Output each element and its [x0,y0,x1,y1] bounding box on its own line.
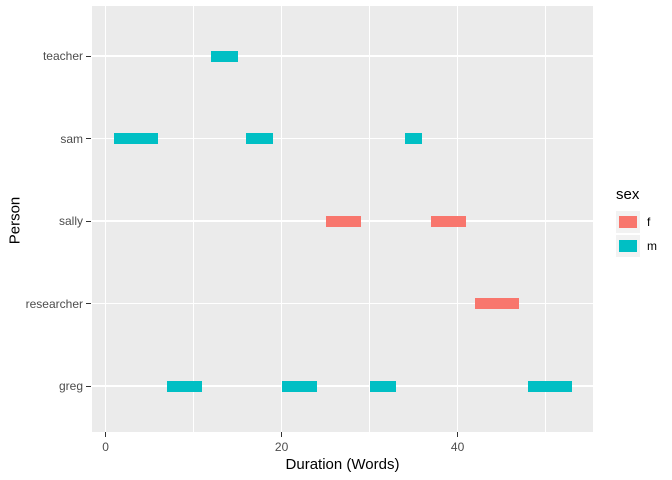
segment-bar [114,133,159,144]
segment-bar [369,380,396,392]
legend-swatch-f [619,216,637,228]
gridline-major-y [92,137,593,140]
y-tick-label: sally [58,214,83,228]
y-tick-label: researcher [25,296,83,311]
x-tick-mark [457,432,459,437]
legend-key-f [616,211,640,233]
gridline-major-y [92,55,593,57]
x-tick-label: 40 [450,440,465,454]
segment-bar [246,133,273,144]
gridline-major-x [104,6,107,432]
gridline-minor-x [193,6,195,432]
segment-bar [404,133,423,144]
x-tick-mark [281,432,283,437]
segment-bar [475,298,520,309]
legend-title: sex [616,186,640,203]
x-tick-label: 20 [274,440,289,454]
gridline-major-x [280,6,283,432]
plot-panel [92,6,593,432]
y-tick-mark [86,303,91,304]
legend-key-m [616,235,640,257]
gridline-minor-x [545,6,547,432]
y-tick-mark [86,385,91,387]
y-tick-mark [86,138,91,139]
x-tick-label: 0 [102,440,109,454]
legend: sex f m [616,186,657,257]
gridline-major-y [92,302,593,305]
segment-bar [325,215,361,227]
gridline-major-y [92,385,593,387]
legend-label-m: m [647,239,657,253]
legend-entry-m: m [616,235,657,257]
y-axis-title: Person [6,196,24,245]
y-tick-label: greg [58,379,83,393]
y-tick-mark [86,55,91,57]
segment-bar [167,380,203,392]
y-tick-mark [86,220,91,222]
segment-bar [211,50,238,62]
legend-entry-f: f [616,211,657,233]
x-tick-mark [105,432,107,437]
legend-swatch-m [619,240,637,252]
legend-label-f: f [647,215,651,229]
y-tick-label: sam [60,131,83,146]
gridline-minor-x [369,6,371,432]
segment-bar [431,215,467,227]
y-tick-label: teacher [42,49,83,63]
x-axis-title: Duration (Words) [285,456,400,473]
segment-bar [528,380,572,392]
segment-bar [281,380,317,392]
